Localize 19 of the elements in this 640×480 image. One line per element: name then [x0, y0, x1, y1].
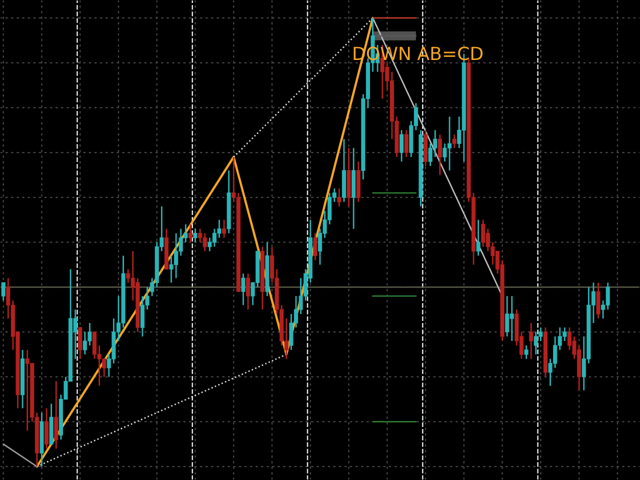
candlestick — [337, 188, 342, 208]
candlestick — [246, 272, 250, 310]
candlestick — [524, 344, 528, 360]
candlestick — [78, 326, 82, 360]
candlestick — [438, 134, 442, 176]
candlestick — [1, 282, 6, 302]
candlestick — [54, 380, 58, 450]
candlestick — [404, 129, 408, 158]
candlestick — [476, 219, 480, 256]
candlestick — [596, 282, 600, 320]
candlestick — [222, 219, 226, 238]
candlestick — [529, 322, 534, 360]
candlestick — [44, 408, 49, 450]
candlestick — [452, 134, 456, 149]
candlestick — [313, 232, 318, 261]
candlestick — [193, 228, 198, 243]
candlestick — [241, 272, 246, 306]
candlestick — [188, 224, 192, 243]
candlestick — [400, 129, 404, 162]
